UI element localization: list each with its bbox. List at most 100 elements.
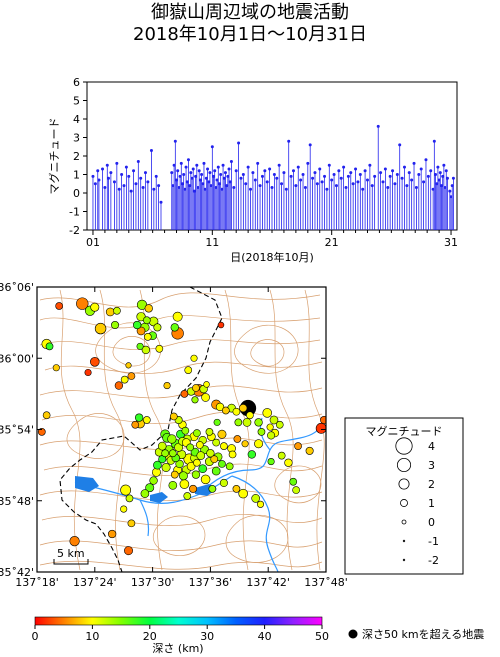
mt-point bbox=[117, 187, 121, 191]
epicenter bbox=[191, 470, 201, 479]
mt-point bbox=[363, 169, 367, 173]
mt-x-tick-label: 11 bbox=[205, 236, 219, 249]
mt-point bbox=[294, 184, 298, 188]
mt-point bbox=[206, 167, 210, 171]
epicenter bbox=[232, 407, 241, 416]
mt-point bbox=[172, 163, 176, 167]
mt-point bbox=[227, 167, 231, 171]
epicenter bbox=[219, 478, 228, 487]
mt-point bbox=[303, 185, 307, 189]
mt-point bbox=[365, 178, 369, 182]
mt-point bbox=[284, 187, 288, 191]
colorbar-tick-label: 40 bbox=[258, 630, 272, 643]
legend-value: 1 bbox=[428, 497, 435, 510]
epicenter bbox=[168, 449, 177, 458]
epicenter bbox=[90, 302, 100, 312]
mt-y-tick-label: 6 bbox=[73, 76, 80, 89]
epicenter bbox=[180, 390, 189, 398]
mt-point bbox=[379, 171, 383, 175]
mt-point bbox=[395, 173, 399, 176]
epicenter bbox=[120, 375, 129, 384]
epicenter bbox=[277, 451, 286, 460]
mt-point bbox=[431, 187, 435, 191]
mt-series bbox=[91, 124, 455, 230]
mt-point bbox=[93, 182, 97, 186]
mt-point bbox=[417, 173, 421, 176]
epicenter bbox=[217, 429, 227, 439]
epicenter bbox=[125, 494, 134, 503]
epicenter bbox=[133, 320, 142, 330]
epicenter bbox=[145, 483, 155, 493]
mt-x-tick-label: 21 bbox=[325, 236, 339, 249]
mt-point bbox=[315, 182, 319, 186]
mt-point bbox=[198, 178, 202, 182]
epicenter bbox=[42, 411, 51, 420]
mt-point bbox=[220, 187, 224, 191]
mt-y-tick-label: 3 bbox=[73, 132, 80, 145]
epicenter bbox=[181, 426, 190, 435]
mt-point bbox=[373, 174, 377, 178]
map-lat-tick-label: 36˚00' bbox=[0, 352, 34, 365]
epicenter bbox=[292, 486, 300, 494]
mt-point bbox=[129, 189, 133, 193]
map-lon-tick-label: 137˚48' bbox=[304, 576, 348, 589]
epicenter bbox=[153, 460, 162, 470]
epicenter bbox=[225, 462, 234, 471]
mt-y-tick-label: 0 bbox=[73, 187, 80, 200]
legend-circle bbox=[402, 558, 406, 562]
mt-point bbox=[101, 167, 105, 171]
map-longitude-axis: 137˚18' 137˚24' 137˚30' 137˚36' 137˚42' 137˚4… bbox=[15, 287, 348, 589]
epicenter bbox=[232, 485, 241, 493]
epicenter bbox=[114, 381, 124, 390]
mt-point bbox=[346, 174, 350, 178]
mt-point bbox=[183, 187, 187, 191]
mt-point bbox=[337, 169, 341, 173]
epicenter bbox=[212, 438, 221, 447]
epicenter bbox=[198, 464, 208, 474]
legend-title: マグニチュード bbox=[366, 424, 443, 438]
epicenter bbox=[217, 321, 225, 329]
colorbar-tick-label: 50 bbox=[315, 630, 329, 643]
mt-point bbox=[287, 139, 291, 143]
mt-point bbox=[368, 163, 372, 167]
epicenter bbox=[175, 459, 184, 469]
colorbar-tick-label: 0 bbox=[32, 630, 39, 643]
mt-point bbox=[443, 185, 447, 189]
mt-point bbox=[381, 180, 385, 184]
epicenter bbox=[254, 418, 263, 427]
mt-point bbox=[225, 184, 229, 188]
epicenter bbox=[193, 429, 201, 437]
map-lon-tick-label: 137˚30' bbox=[131, 576, 175, 589]
mt-point bbox=[171, 184, 175, 188]
mt-x-tick-label: 01 bbox=[86, 236, 100, 249]
mt-point bbox=[323, 174, 327, 178]
mt-point bbox=[434, 173, 438, 176]
epicenter bbox=[113, 306, 121, 315]
epicenter bbox=[220, 442, 228, 450]
epicenter-points bbox=[37, 297, 326, 556]
mt-point bbox=[132, 169, 136, 173]
mt-point bbox=[450, 184, 454, 188]
mt-point bbox=[376, 124, 380, 128]
mt-point bbox=[432, 139, 436, 143]
epicenter bbox=[211, 466, 221, 476]
epicenter bbox=[201, 393, 210, 402]
epicenter bbox=[76, 297, 89, 310]
mt-point bbox=[402, 165, 406, 169]
mt-point bbox=[277, 163, 281, 167]
mt-point bbox=[320, 180, 324, 184]
mt-point bbox=[256, 161, 260, 165]
mt-point bbox=[229, 160, 233, 164]
mt-point bbox=[435, 182, 439, 186]
mt-point bbox=[400, 176, 404, 180]
mt-point bbox=[342, 165, 346, 169]
mt-point bbox=[325, 187, 329, 191]
mt-point bbox=[141, 185, 145, 189]
mt-point bbox=[179, 161, 183, 165]
epicenter bbox=[52, 364, 60, 372]
mt-point bbox=[232, 185, 236, 189]
mt-y-axis-label: マグニチュード bbox=[47, 118, 61, 195]
epicenter bbox=[305, 446, 314, 455]
mt-point bbox=[201, 182, 205, 186]
